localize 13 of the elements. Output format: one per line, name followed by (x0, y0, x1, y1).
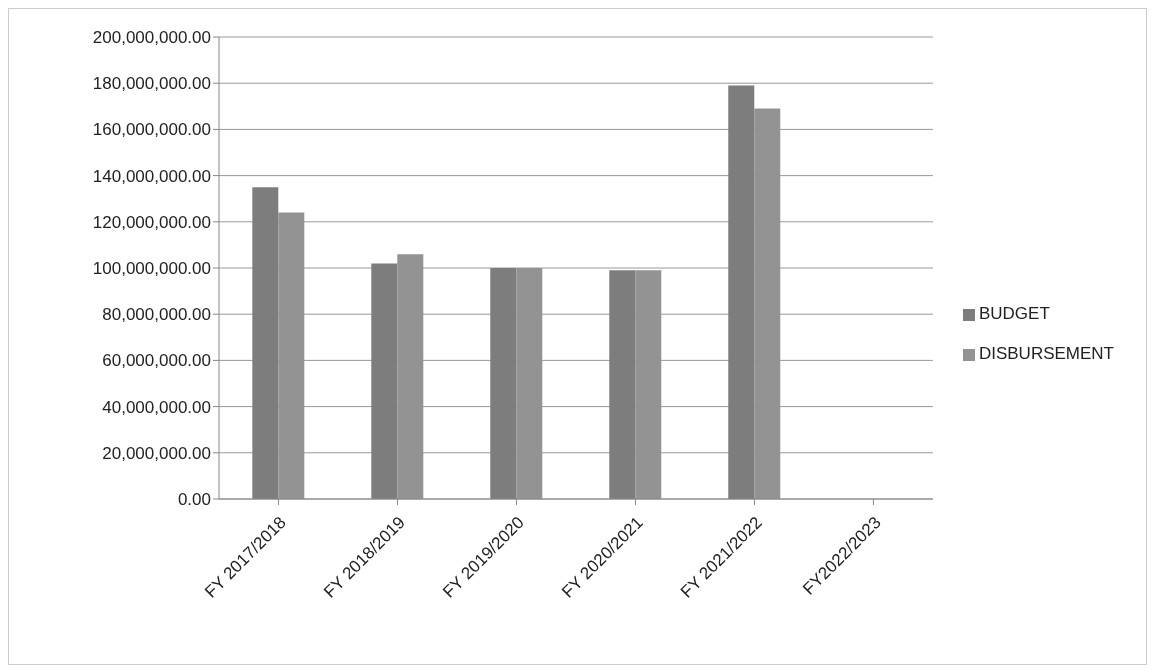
y-tick-label: 180,000,000.00 (92, 74, 211, 94)
y-tick-label: 20,000,000.00 (102, 443, 211, 463)
y-tick-label: 120,000,000.00 (92, 212, 211, 232)
y-tick-label: 0.00 (177, 490, 211, 510)
legend-label: BUDGET (978, 304, 1050, 323)
y-tick-label: 160,000,000.00 (92, 120, 211, 140)
y-tick-label: 60,000,000.00 (102, 351, 211, 371)
y-tick-label: 140,000,000.00 (92, 166, 211, 186)
y-tick-label: 200,000,000.00 (92, 28, 211, 48)
legend-label: DISBURSEMENT (978, 344, 1114, 363)
y-tick-label: 100,000,000.00 (92, 259, 211, 279)
y-tick-label: 80,000,000.00 (102, 305, 211, 325)
y-tick-label: 40,000,000.00 (102, 397, 211, 417)
